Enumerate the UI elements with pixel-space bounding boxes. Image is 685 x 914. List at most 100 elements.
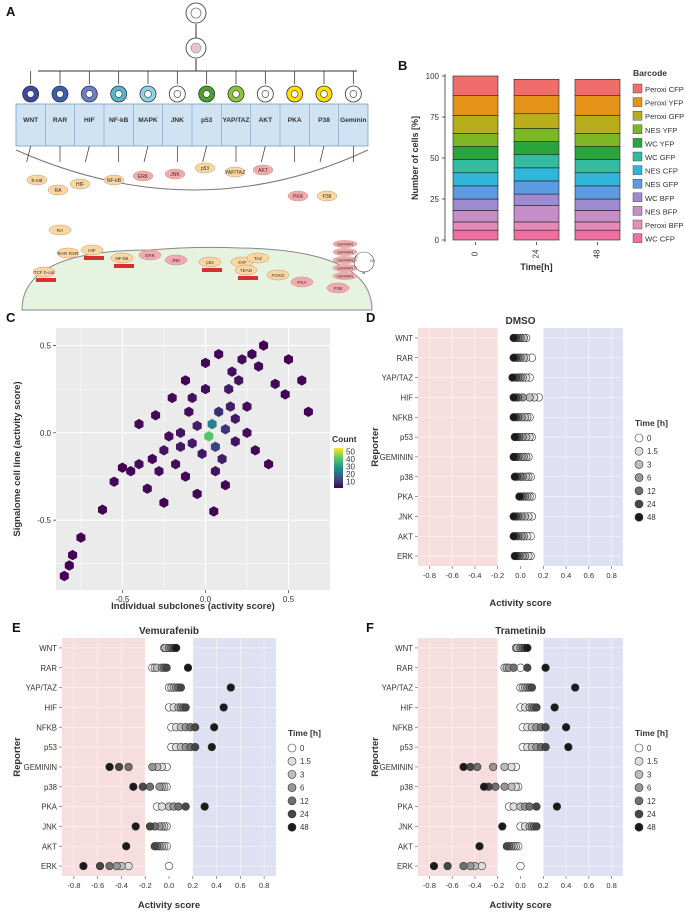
- legend-swatch-b: [632, 219, 643, 230]
- nuclear-label: TCF b-cat: [34, 270, 55, 275]
- legend-swatch-b: [632, 178, 643, 189]
- hex-bin: [117, 462, 127, 473]
- nuclear-node: [110, 252, 134, 264]
- cycle-label-g1: G1: [370, 258, 376, 263]
- nuclear-node: [234, 264, 258, 276]
- geminin-label: GEMININ: [337, 267, 354, 271]
- bar-segment: [574, 78, 621, 96]
- pathway-node: [132, 170, 154, 182]
- colorbar-tick-label-c: 20: [346, 470, 355, 479]
- x-tick-label: 0.2: [538, 881, 549, 890]
- nuclear-node: [290, 276, 314, 288]
- y-tick-label: WNT: [395, 334, 413, 343]
- legend-label-b: WC YFP: [645, 139, 674, 148]
- plot-background-c: [56, 328, 330, 590]
- hex-bin: [220, 424, 230, 435]
- data-point: [473, 762, 482, 772]
- reporter-header: WNT RAR HIF NF-kB MAPK JNK p53 YAP/TAZ AKT PKA P38…: [15, 103, 369, 147]
- data-point: [191, 742, 200, 752]
- data-point: [498, 822, 507, 831]
- geminin-node: [332, 264, 358, 272]
- data-point: [509, 663, 518, 672]
- legend-marker: [634, 822, 644, 832]
- data-point: [95, 861, 105, 871]
- hex-bin: [250, 445, 260, 456]
- geminin-label: GEMININ: [337, 243, 354, 247]
- data-point: [509, 512, 518, 521]
- x-tick-label: 0.6: [235, 881, 246, 890]
- bar-segment: [513, 113, 560, 129]
- y-tick-label-c: 0.0: [40, 429, 52, 438]
- hex-bin: [247, 349, 257, 360]
- legend-marker: [634, 756, 644, 766]
- legend-marker: [634, 512, 644, 522]
- reporter-cell-nucleus: [173, 90, 182, 98]
- hex-bin: [142, 483, 152, 494]
- colorbar-c: [334, 448, 343, 488]
- y-axis-label: Reporter: [370, 427, 381, 467]
- y-axis-label-b: Number of cells [%]: [410, 116, 420, 200]
- data-point: [500, 762, 509, 772]
- cell-membrane-arc: [15, 149, 369, 191]
- reporter-gene-bar: [238, 276, 258, 280]
- y-tick-label: PKA: [41, 803, 57, 812]
- data-point: [124, 762, 133, 772]
- legend-label: 24: [300, 810, 309, 819]
- bar-segment: [574, 198, 621, 211]
- stacked-bar-chart: 0 25 50 75 100 0 24 48 Time[h] Number of cells [%…: [410, 68, 684, 272]
- y-tick-label: GEMININ: [380, 453, 413, 462]
- data-point: [516, 861, 525, 871]
- legend-label-b: Peroxi GFP: [645, 112, 684, 121]
- y-axis-label: Reporter: [12, 737, 23, 777]
- x-tick-label: -0.2: [491, 881, 504, 890]
- legend-marker: [634, 460, 644, 469]
- x-tick-label: 0.4: [561, 571, 572, 580]
- pathway-node: [252, 164, 274, 176]
- reporter-header-label: JNK: [171, 117, 184, 124]
- bar-segment: [574, 133, 621, 147]
- pathway-label: b-cat: [31, 178, 43, 184]
- data-point: [459, 861, 468, 871]
- hex-bin: [192, 420, 202, 431]
- nuclear-node: [266, 269, 290, 281]
- legend-label: 1.5: [300, 757, 312, 766]
- y-tick-label: HIF: [400, 703, 413, 712]
- pathway-node: [164, 168, 186, 180]
- reporter-cell-nucleus: [26, 90, 35, 98]
- reporter-header-label: HIF: [84, 117, 95, 124]
- hex-bin: [197, 448, 207, 459]
- hex-bin: [171, 459, 181, 470]
- x-tick-label-c: -0.5: [116, 595, 130, 604]
- hex-bin: [227, 366, 237, 377]
- y-tick-label: AKT: [42, 842, 57, 851]
- x-tick-label: 0.0: [515, 881, 526, 890]
- nuclear-label: P38: [334, 286, 343, 291]
- x-axis-label-c: Individual subclones (activity score): [111, 601, 275, 612]
- y-tick-label: JNK: [42, 822, 58, 831]
- nuclear-label: FOXO: [271, 273, 284, 278]
- data-point: [174, 802, 183, 811]
- shaded-region: [62, 638, 146, 876]
- data-point: [561, 723, 571, 732]
- bar-segment: [574, 185, 621, 200]
- colorbar-title-c: Count: [332, 434, 357, 444]
- colorbar-tick-label-c: 10: [346, 477, 355, 486]
- x-tick-label: -0.6: [91, 881, 104, 890]
- reporter-cells: [22, 85, 362, 103]
- pathway-label: JNK: [170, 172, 180, 178]
- data-point: [550, 703, 559, 712]
- reporter-header-label: WNT: [23, 117, 38, 124]
- legend-marker: [287, 809, 297, 819]
- chart-title: Trametinib: [495, 626, 546, 637]
- legend-title: Time [h]: [635, 728, 668, 738]
- legend-swatch-b: [632, 151, 643, 162]
- legend-marker: [287, 822, 297, 832]
- x-tick-label: -0.8: [423, 881, 436, 890]
- legend-swatch-b: [632, 97, 643, 107]
- x-tick-label: 0.0: [164, 881, 175, 890]
- reporter-cell-nucleus: [144, 90, 152, 98]
- nuclear-node: [246, 252, 270, 264]
- data-point: [500, 782, 509, 791]
- bar-segment: [574, 229, 621, 241]
- panel-f: F WNT RAR YAP/TAZ HIF NFKB p53 GEMININ p38 PKA JN…: [366, 620, 668, 911]
